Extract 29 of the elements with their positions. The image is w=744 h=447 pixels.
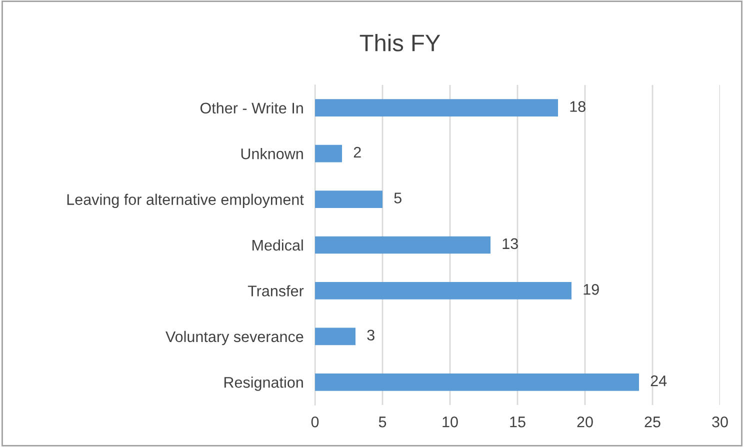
- bar: [315, 282, 572, 300]
- y-tick-label: Unknown: [241, 148, 303, 160]
- x-tick-label: 20: [577, 416, 593, 428]
- y-tick-label: Leaving for alternative employment: [67, 194, 304, 208]
- bar: [315, 236, 490, 254]
- data-label: 19: [584, 284, 599, 295]
- data-label: 3: [367, 330, 374, 341]
- x-tick-label: 5: [378, 416, 386, 428]
- y-tick-label: Transfer: [248, 285, 304, 296]
- data-label: 13: [502, 238, 518, 250]
- data-label: 24: [650, 375, 667, 386]
- chart-title: This FY: [360, 34, 440, 52]
- x-tick-label: 10: [442, 416, 458, 428]
- data-label: 5: [394, 192, 402, 204]
- bar: [315, 190, 382, 208]
- bar: [315, 99, 558, 117]
- y-tick-label: Voluntary severance: [166, 330, 304, 346]
- x-tick-label: 0: [311, 416, 319, 428]
- bar: [315, 144, 342, 162]
- data-label: 18: [570, 101, 586, 112]
- bar: [315, 328, 356, 346]
- y-tick-label: Medical: [252, 239, 303, 251]
- x-tick-label: 30: [712, 416, 728, 428]
- bar: [315, 373, 639, 391]
- y-tick-label: Resignation: [224, 376, 303, 391]
- x-tick-label: 15: [510, 416, 526, 428]
- x-tick-label: 25: [644, 416, 660, 428]
- y-tick-label: Other - Write In: [200, 102, 303, 114]
- data-label: 2: [354, 146, 361, 158]
